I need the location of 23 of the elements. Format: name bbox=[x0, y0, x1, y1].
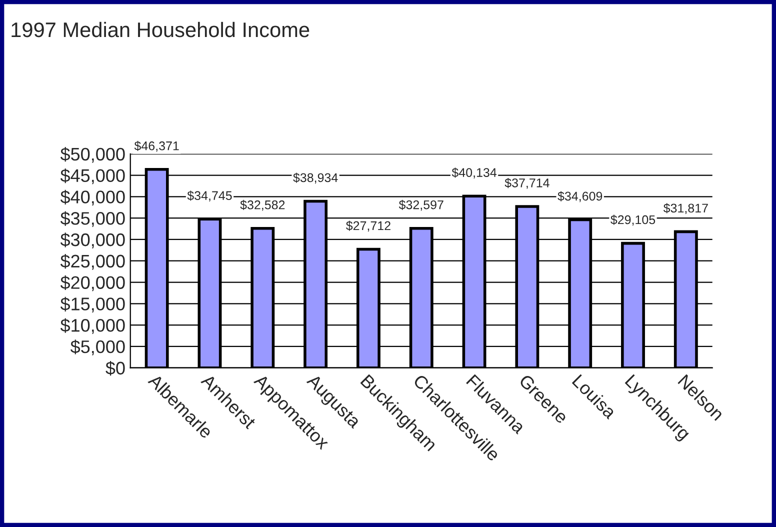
y-tick-label: $50,000 bbox=[60, 147, 125, 163]
y-tick-label: $5,000 bbox=[70, 340, 125, 356]
data-label: $27,712 bbox=[346, 220, 390, 232]
data-label: $29,105 bbox=[610, 214, 656, 226]
y-tick-label: $0 bbox=[106, 361, 125, 376]
y-tick-label: $35,000 bbox=[60, 211, 125, 227]
y-tick-label: $20,000 bbox=[60, 275, 125, 292]
data-label: $46,371 bbox=[134, 140, 179, 152]
y-tick-label: $10,000 bbox=[60, 318, 125, 334]
y-tick-label: $45,000 bbox=[60, 168, 125, 184]
y-tick-label: $30,000 bbox=[60, 232, 125, 248]
y-tick-label: $25,000 bbox=[60, 254, 125, 270]
data-label: $32,597 bbox=[398, 200, 444, 211]
y-tick-label: $15,000 bbox=[60, 296, 125, 313]
data-label: $40,134 bbox=[452, 168, 497, 178]
data-label: $31,817 bbox=[663, 203, 708, 214]
data-label: $32,582 bbox=[240, 200, 285, 211]
data-label: $34,609 bbox=[558, 191, 602, 202]
data-label: $34,745 bbox=[187, 190, 232, 202]
chart-title: 1997 Median Household Income bbox=[12, 22, 310, 38]
data-label: $38,934 bbox=[293, 172, 338, 184]
data-label: $37,714 bbox=[504, 178, 550, 189]
y-tick-label: $40,000 bbox=[60, 190, 125, 206]
